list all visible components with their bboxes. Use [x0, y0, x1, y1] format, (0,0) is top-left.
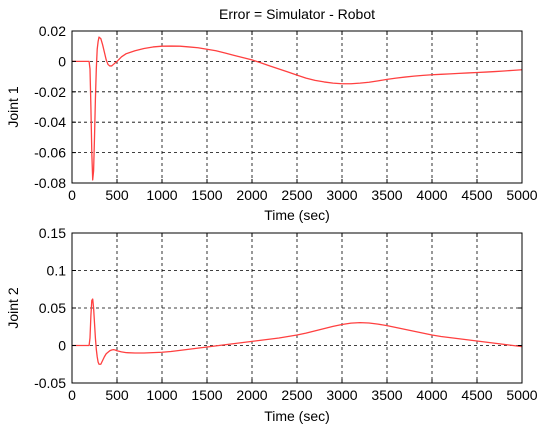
plot-1-ytick-label: 0	[58, 53, 66, 69]
plot-2-ytick-label: 0.15	[39, 225, 66, 241]
plot-1-xtick-label: 2500	[281, 187, 312, 203]
plot-2-ytick-label: 0.1	[47, 263, 67, 279]
plot-2-xtick-label: 4000	[416, 387, 447, 403]
plot-1-series-line	[72, 36, 523, 181]
plot-1-yaxis-label: Joint 1	[5, 86, 21, 127]
plot-1-xtick-label: 3500	[371, 187, 402, 203]
plot-2-xtick-label: 1500	[191, 387, 222, 403]
plot-1-background	[72, 31, 522, 183]
plot-1-xtick-label: 5000	[506, 187, 537, 203]
plot-2-xtick-label: 2500	[281, 387, 312, 403]
plot-1-xtick-label: 1000	[146, 187, 177, 203]
plot-1-ytick-label: 0.02	[39, 23, 66, 39]
plot-2: 0 500 1000 1500 2000 2500 3000 3500 4000 4500 5000…	[5, 225, 538, 424]
plot-2-ytick-label: 0	[58, 338, 66, 354]
plot-1-ytick-label: -0.08	[34, 175, 66, 191]
plot-2-ytick-label: -0.05	[34, 375, 66, 391]
plot-2-xtick-label: 3000	[326, 387, 357, 403]
plot-1-ytick-label: -0.04	[34, 114, 66, 130]
plot-1-ytick-label: -0.06	[34, 145, 66, 161]
plot-2-yaxis-label: Joint 2	[5, 287, 21, 328]
plot-1-xtick-label: 2000	[236, 187, 267, 203]
plot-2-xtick-label: 500	[105, 387, 129, 403]
plot-2-ytick-label: 0.05	[39, 300, 66, 316]
plot-2-xtick-label: 1000	[146, 387, 177, 403]
plot-1-xtick-label: 0	[68, 187, 76, 203]
plot-1-xtick-label: 1500	[191, 187, 222, 203]
plot-2-xtick-label: 0	[68, 387, 76, 403]
plot-1-xtick-label: 4500	[461, 187, 492, 203]
plot-1-xtick-label: 4000	[416, 187, 447, 203]
plot-1-ytick-label: -0.02	[34, 84, 66, 100]
plot-1-xtick-label: 500	[105, 187, 129, 203]
plot-2-xtick-label: 2000	[236, 387, 267, 403]
plot-2-xtick-label: 5000	[506, 387, 537, 403]
plot-2-xaxis-label: Time (sec)	[264, 408, 330, 424]
figure-title: Error = Simulator - Robot	[219, 6, 375, 22]
plot-2-series-line	[72, 298, 523, 365]
plot-2-xtick-label: 4500	[461, 387, 492, 403]
plot-2-xtick-label: 3500	[371, 387, 402, 403]
plot-1: 0 500 1000 1500 2000 2500 3000 3500 4000 4500 5000…	[5, 23, 538, 223]
plot-1-xaxis-label: Time (sec)	[264, 207, 330, 223]
plot-1-xtick-label: 3000	[326, 187, 357, 203]
